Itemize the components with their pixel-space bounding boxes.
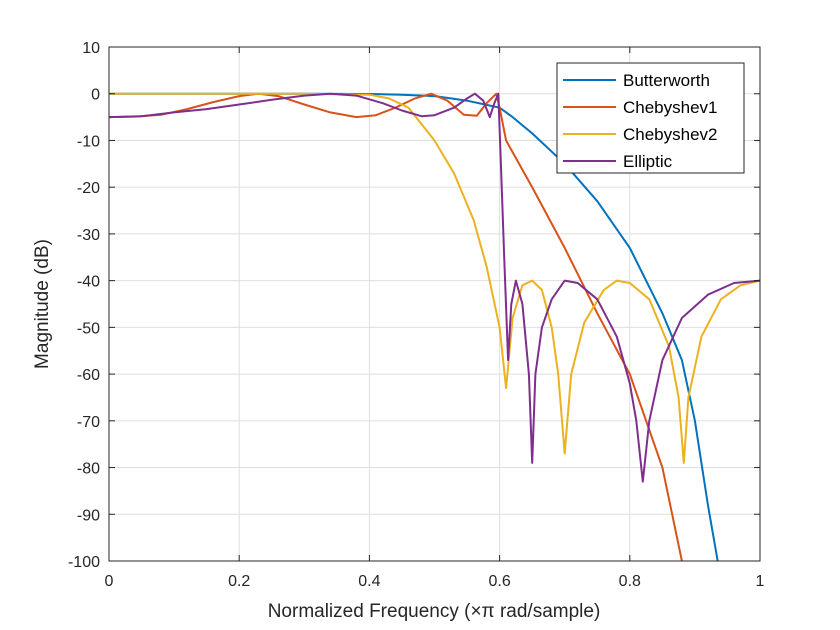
series-line-chebyshev1 xyxy=(109,92,683,561)
series-lines xyxy=(109,92,760,561)
plot-frame xyxy=(108,46,761,562)
x-tick-label: 0 xyxy=(105,573,114,590)
y-tick-label: -10 xyxy=(77,133,100,150)
x-tick-labels: 0 0.2 0.4 0.6 0.8 1 xyxy=(105,573,765,590)
y-tick-label: -70 xyxy=(77,414,100,431)
y-tick-label: -80 xyxy=(77,461,100,478)
series-line-elliptic xyxy=(109,92,760,483)
y-tick-label: 10 xyxy=(82,40,100,57)
legend-box xyxy=(556,62,745,174)
series-line-butterworth xyxy=(109,92,719,561)
x-tick-label: 0.4 xyxy=(358,573,380,590)
y-tick-label: 0 xyxy=(91,87,100,104)
y-tick-label: -40 xyxy=(77,274,100,291)
y-tick-label: -100 xyxy=(68,554,100,571)
legend: Butterworth Chebyshev1 Chebyshev2 Elliptic xyxy=(556,62,745,174)
legend-label-chebyshev2: Chebyshev2 xyxy=(623,125,718,144)
x-tick-label: 0.8 xyxy=(619,573,641,590)
tick-marks xyxy=(108,46,761,562)
y-tick-label: -50 xyxy=(77,320,100,337)
y-axis-label: Magnitude (dB) xyxy=(32,239,53,369)
x-tick-label: 0.2 xyxy=(228,573,250,590)
x-axis-label: Normalized Frequency (×π rad/sample) xyxy=(268,601,601,622)
y-tick-label: -20 xyxy=(77,180,100,197)
x-tick-label: 1 xyxy=(756,573,765,590)
x-tick-label: 0.6 xyxy=(488,573,510,590)
series-line-chebyshev2 xyxy=(109,92,760,464)
y-tick-label: -30 xyxy=(77,227,100,244)
y-tick-label: -90 xyxy=(77,507,100,524)
legend-label-butterworth: Butterworth xyxy=(623,71,710,90)
y-tick-labels: 10 0 -10 -20 -30 -40 -50 -60 -70 -80 -90 -100 xyxy=(68,40,100,571)
legend-label-chebyshev1: Chebyshev1 xyxy=(623,98,718,117)
legend-label-elliptic: Elliptic xyxy=(623,152,673,171)
y-tick-label: -60 xyxy=(77,367,100,384)
